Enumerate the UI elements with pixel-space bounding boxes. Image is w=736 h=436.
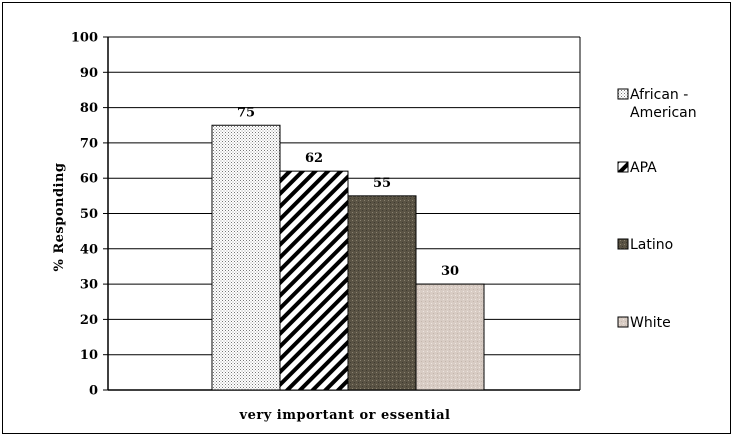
y-tick-label: 20 (80, 313, 98, 328)
data-labels: 75 62 55 30 (237, 105, 459, 279)
bar-latino (347, 195, 417, 391)
y-tick-label: 40 (80, 242, 98, 257)
y-tick-label: 10 (80, 348, 98, 363)
gridlines (108, 36, 580, 356)
data-label: 30 (441, 264, 459, 279)
y-tick-label: 50 (80, 207, 98, 222)
y-tick-label: 90 (80, 66, 98, 81)
legend-swatch (617, 316, 629, 328)
legend-label: Latino (630, 237, 673, 253)
y-tick-label: 80 (80, 101, 98, 116)
y-tick-label: 0 (89, 384, 98, 399)
y-tick-label: 30 (80, 278, 98, 293)
legend-label: American (630, 105, 697, 121)
legend-swatch (617, 238, 629, 250)
data-label: 75 (237, 105, 255, 120)
bar-white (415, 283, 485, 391)
y-tick-label: 70 (80, 136, 98, 151)
x-axis-title: very important or essential (239, 408, 451, 423)
bars (211, 124, 485, 391)
legend-label: APA (630, 160, 657, 176)
bar-african-american (211, 124, 281, 391)
y-tick-label: 100 (71, 31, 98, 46)
data-label: 62 (305, 151, 323, 166)
legend-swatch (617, 88, 629, 100)
legend-label: African - (630, 87, 688, 103)
data-label: 55 (373, 176, 391, 191)
legend: African - American APA Latino White (617, 87, 697, 331)
y-axis-title: % Responding (52, 162, 67, 271)
bar-apa (279, 170, 349, 391)
legend-swatch (617, 161, 629, 173)
y-tick-label: 60 (80, 172, 98, 187)
legend-label: White (630, 315, 671, 331)
